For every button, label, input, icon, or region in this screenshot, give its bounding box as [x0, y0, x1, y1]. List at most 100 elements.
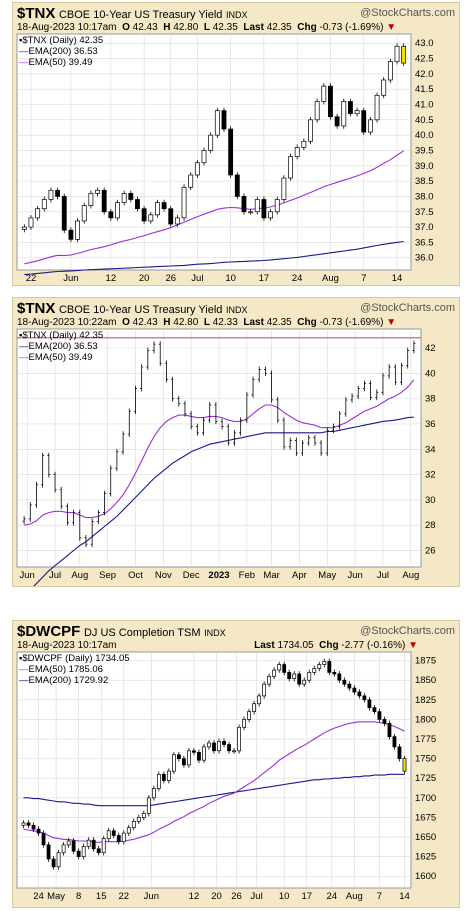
- y-tick-label: 26: [425, 546, 436, 557]
- legend-ema50: —EMA(50) 1785.06: [19, 664, 103, 675]
- y-tick-label: 1750: [415, 754, 436, 765]
- x-tick-label: Jun: [347, 570, 362, 581]
- price-candle: [81, 846, 86, 857]
- y-tick-label: 39.0: [415, 161, 434, 172]
- high-label: H: [163, 22, 171, 33]
- price-candle: [141, 813, 146, 818]
- price-candle: [352, 687, 357, 693]
- price-candle: [81, 205, 87, 222]
- last-value: 1734.05: [277, 640, 314, 651]
- price-candle: [35, 208, 41, 219]
- symbol: $DWCPF: [17, 623, 81, 640]
- price-candle: [95, 189, 100, 194]
- x-tick-label: May: [318, 570, 336, 581]
- change-value: -0.73 (-1.69%): [319, 317, 384, 328]
- legend-ema50: —EMA(50) 39.49: [19, 57, 93, 68]
- price-candle: [88, 193, 94, 206]
- price-candle: [288, 156, 293, 179]
- x-tick-label: 14: [392, 273, 403, 284]
- price-candle: [202, 746, 206, 761]
- high-value: 42.80: [173, 22, 199, 33]
- price-candle: [232, 750, 236, 753]
- y-tick-label: 28: [425, 520, 436, 531]
- price-chart-3: 1600 1625 1650 1675 1700 1725 1750 1775 1800 1825…: [16, 651, 436, 902]
- price-candle: [101, 189, 107, 213]
- x-tick-label: 12: [106, 273, 117, 284]
- price-candle: [222, 741, 226, 745]
- price-candle: [217, 741, 221, 752]
- y-tick-label: 30: [425, 495, 436, 506]
- down-arrow-icon: ▼: [386, 317, 397, 328]
- price-candle: [321, 85, 327, 102]
- price-candle: [282, 664, 287, 673]
- price-candle: [66, 840, 71, 846]
- price-candle: [387, 61, 393, 81]
- price-candle: [252, 703, 257, 712]
- x-tick-label: 12: [189, 891, 200, 902]
- quote-date: 18-Aug-2023 10:22am: [17, 317, 117, 328]
- exchange: INDX: [226, 305, 248, 315]
- price-candle: [187, 750, 191, 766]
- price-candle: [257, 695, 262, 705]
- chart-panel-1: $TNX CBOE 10-Year US Treasury Yield INDX…: [12, 2, 460, 286]
- description: DJ US Completion TSM: [83, 627, 201, 639]
- price-candle: [115, 202, 120, 219]
- chart-title: $DWCPF DJ US Completion TSM INDX: [17, 623, 226, 640]
- symbol: $TNX: [17, 300, 56, 317]
- chart-title: $TNX CBOE 10-Year US Treasury Yield INDX: [17, 300, 248, 317]
- price-candle: [182, 758, 186, 766]
- y-tick-label: 41.0: [415, 99, 434, 110]
- price-candle: [341, 101, 347, 127]
- x-tick-label: 10: [279, 891, 290, 902]
- y-tick-label: 36.5: [415, 237, 434, 248]
- price-candle: [277, 664, 282, 671]
- price-candle: [106, 830, 111, 839]
- x-tick-label: Jul: [49, 570, 61, 581]
- x-tick-label: 10: [225, 273, 236, 284]
- price-candle: [75, 220, 80, 240]
- quote-date: 18-Aug-2023 10:17am: [17, 22, 117, 33]
- price-candle: [155, 202, 160, 216]
- plot-area: [16, 33, 412, 271]
- price-candle: [26, 822, 31, 826]
- price-candle: [267, 675, 272, 685]
- x-tick-label: 15: [96, 891, 107, 902]
- price-candle: [55, 189, 61, 197]
- x-tick-label: Jul: [191, 273, 203, 284]
- price-candle: [108, 211, 114, 219]
- change-label: Chg: [297, 317, 317, 328]
- price-candle: [314, 101, 320, 121]
- price-candle: [156, 773, 161, 789]
- price-candle: [394, 45, 400, 62]
- y-tick-label: 1850: [415, 675, 436, 686]
- stockcharts-watermark: @StockCharts.com: [360, 302, 455, 314]
- price-candle: [91, 839, 96, 850]
- price-candle: [28, 217, 34, 228]
- ema200-line: [24, 240, 404, 276]
- ema200-line: [33, 416, 414, 586]
- price-candle: [116, 835, 121, 843]
- price-candle: [21, 226, 27, 230]
- y-tick-label: 37.0: [415, 222, 434, 233]
- price-candle: [31, 824, 36, 830]
- price-candle: [274, 199, 280, 213]
- price-candle: [61, 844, 66, 854]
- price-candle: [68, 229, 74, 240]
- price-candle: [46, 844, 51, 860]
- description: CBOE 10-Year US Treasury Yield: [58, 9, 223, 21]
- price-candle: [242, 719, 246, 728]
- low-label: L: [203, 317, 210, 328]
- down-arrow-icon: ▼: [408, 640, 418, 651]
- price-candle: [174, 217, 180, 225]
- legend-price: ▪$DWCPF (Daily) 1734.05: [19, 653, 130, 664]
- price-candle: [287, 672, 292, 680]
- ema50-line: [23, 379, 415, 526]
- price-candle: [317, 664, 322, 669]
- chart-legend: ▪$TNX (Daily) 42.35 —EMA(200) 36.53 —EMA…: [19, 330, 103, 363]
- price-candle: [377, 711, 382, 720]
- x-tick-label: 8: [76, 891, 81, 902]
- price-candle: [347, 683, 352, 689]
- y-tick-label: 32: [425, 470, 436, 481]
- x-tick-label: 17: [259, 273, 270, 284]
- chart-panel-3: $DWCPF DJ US Completion TSM INDX @StockC…: [12, 620, 460, 908]
